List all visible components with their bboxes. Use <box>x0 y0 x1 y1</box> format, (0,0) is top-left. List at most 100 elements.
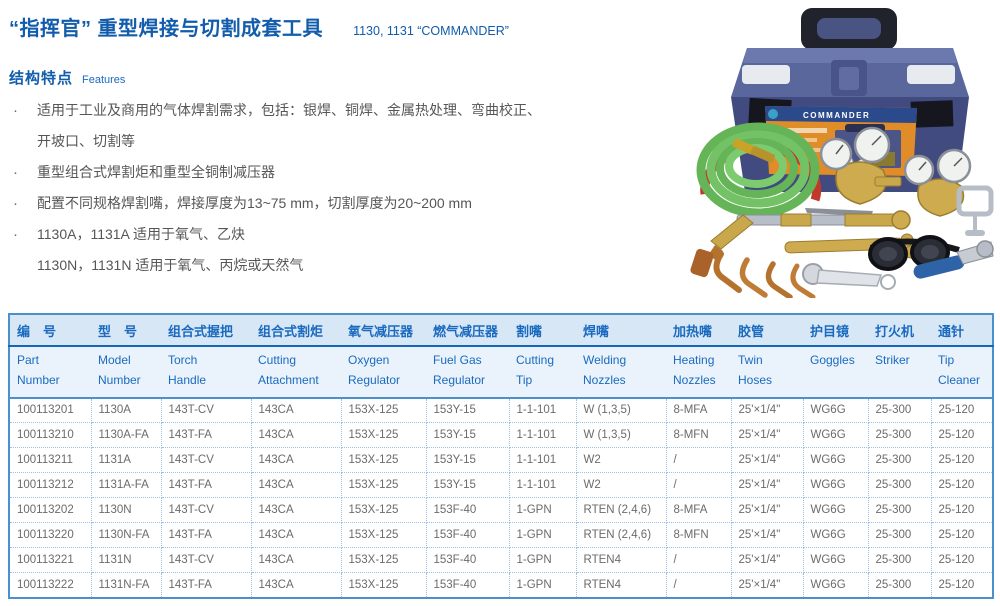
table-cell: 153F-40 <box>426 497 510 524</box>
table-cell: 100113210 <box>9 422 92 449</box>
table-cell: 25'×1/4" <box>731 497 804 524</box>
table-cell: WG6G <box>803 472 869 499</box>
table-cell: 1131N <box>91 547 162 574</box>
table-cell: 25-300 <box>868 497 932 524</box>
table-cell: 100113211 <box>9 447 92 474</box>
table-cell: WG6G <box>803 497 869 524</box>
bullet-lines: 1130A，1131A 适用于氧气、乙炔 1130N，1131N 适用于氧气、丙烷… <box>37 219 670 281</box>
table-cell: 1-GPN <box>509 522 577 549</box>
table-cell: 1130N-FA <box>91 522 162 549</box>
table-cell: 143CA <box>251 422 342 449</box>
feature-line: 开坡口、切割等 <box>37 133 135 149</box>
table-cell: / <box>666 547 732 574</box>
product-photo: COMMANDER <box>685 2 997 300</box>
column-header-zh: 组合式握把 <box>161 314 251 347</box>
hose-fittings <box>732 138 775 163</box>
page-title-model-numbers: 1130, 1131 “COMMANDER” <box>353 24 509 38</box>
column-header-zh: 割嘴 <box>509 314 576 347</box>
table-cell: 153X-125 <box>341 447 427 474</box>
column-header-zh: 氧气减压器 <box>341 314 426 347</box>
column-header-zh: 胶管 <box>731 314 803 347</box>
cutting-torch <box>709 208 911 260</box>
table-row: 100113201 1130A 143T-CV 143CA 153X-125 153Y-1… <box>9 397 993 424</box>
column-header-en: Goggles <box>803 346 868 399</box>
column-header-zh: 通针 <box>931 314 993 347</box>
table-cell: / <box>666 447 732 474</box>
column-header-zh: 编 号 <box>9 314 91 347</box>
product-photo-illustration: COMMANDER <box>690 8 994 300</box>
table-cell: RTEN4 <box>576 547 667 574</box>
table-cell: 25'×1/4" <box>731 422 804 449</box>
table-cell: 1-1-101 <box>509 422 577 449</box>
table-cell: 25'×1/4" <box>731 397 804 424</box>
spec-table: 编 号型 号组合式握把 组合式割炬 氧气减压器 燃气减压器 割嘴 焊嘴 加热嘴 胶管 护目镜 打火… <box>8 313 994 599</box>
table-cell: 100113202 <box>9 497 92 524</box>
table-cell: WG6G <box>803 547 869 574</box>
features-heading-en: Features <box>82 74 126 86</box>
table-cell: W (1,3,5) <box>576 397 667 424</box>
table-cell: 25-300 <box>868 572 932 598</box>
table-cell: 153F-40 <box>426 522 510 549</box>
table-row: 100113211 1131A 143T-CV 143CA 153X-125 153Y-1… <box>9 447 993 474</box>
column-header-en: Fuel Gas Regulator <box>426 346 509 399</box>
table-cell: 100113222 <box>9 572 92 598</box>
table-cell: 1-1-101 <box>509 397 577 424</box>
table-cell: 153X-125 <box>341 572 427 598</box>
bullet-lines: 重型组合式焊割炬和重型全铜制减压器 <box>37 157 670 188</box>
column-header-en: Cutting Attachment <box>251 346 341 399</box>
table-cell: 153X-125 <box>341 522 427 549</box>
bullet-lines: 适用于工业及商用的气体焊割需求，包括：银焊、铜焊、金属热处理、弯曲校正、 开坡口、… <box>37 95 670 157</box>
table-cell: 153X-125 <box>341 472 427 499</box>
table-cell: 153Y-15 <box>426 422 510 449</box>
column-header-zh: 燃气减压器 <box>426 314 509 347</box>
table-cell: 1130A-FA <box>91 422 162 449</box>
table-cell: W (1,3,5) <box>576 422 667 449</box>
table-row: 100113202 1130N 143T-CV 143CA 153X-125 153F-4… <box>9 497 993 524</box>
column-header-en: Striker <box>868 346 931 399</box>
table-cell: 100113201 <box>9 397 92 424</box>
table-cell: RTEN (2,4,6) <box>576 522 667 549</box>
bullet-lines: 配置不同规格焊割嘴，焊接厚度为13~75 mm，切割厚度为20~200 mm <box>37 188 670 219</box>
features-heading-zh: 结构特点 <box>9 70 74 87</box>
feature-bullet: · 重型组合式焊割炬和重型全铜制减压器 <box>10 157 670 188</box>
table-cell: 143T-CV <box>161 547 252 574</box>
table-cell: RTEN (2,4,6) <box>576 497 667 524</box>
welding-nozzles <box>690 248 816 300</box>
bullet-dot: · <box>13 226 18 243</box>
features-heading: 结构特点 Features <box>9 67 125 88</box>
table-cell: 25'×1/4" <box>731 447 804 474</box>
table-cell: 100113221 <box>9 547 92 574</box>
table-cell: 25-120 <box>931 447 993 474</box>
table-cell: 25-120 <box>931 497 993 524</box>
table-cell: 25-120 <box>931 522 993 549</box>
table-cell: W2 <box>576 447 667 474</box>
table-cell: 143T-CV <box>161 447 252 474</box>
table-cell: WG6G <box>803 397 869 424</box>
table-cell: 143CA <box>251 497 342 524</box>
table-cell: 143T-FA <box>161 422 252 449</box>
table-cell: 8-MFN <box>666 422 732 449</box>
table-cell: 1-GPN <box>509 497 577 524</box>
table-cell: 153X-125 <box>341 422 427 449</box>
column-header-en: Twin Hoses <box>731 346 803 399</box>
table-cell: WG6G <box>803 447 869 474</box>
feature-line: 1130A，1131A 适用于氧气、乙炔 <box>37 226 246 242</box>
spec-table-body: 100113201 1130A 143T-CV 143CA 153X-125 153Y-1… <box>9 397 993 598</box>
table-cell: 100113212 <box>9 472 92 499</box>
page-title: “指挥官” 重型焊接与切割成套工具 <box>9 18 324 40</box>
column-header-zh: 组合式割炬 <box>251 314 341 347</box>
column-header-zh: 护目镜 <box>803 314 868 347</box>
table-cell: 25-300 <box>868 522 932 549</box>
tip-cleaner <box>802 263 896 290</box>
table-cell: 8-MFA <box>666 397 732 424</box>
feature-bullet: · 配置不同规格焊割嘴，焊接厚度为13~75 mm，切割厚度为20~200 mm <box>10 188 670 219</box>
feature-line: 重型组合式焊割炬和重型全铜制减压器 <box>37 164 275 180</box>
table-cell: 1130A <box>91 397 162 424</box>
table-cell: 143CA <box>251 447 342 474</box>
table-cell: 1-GPN <box>509 572 577 598</box>
table-header-row-zh: 编 号型 号组合式握把 组合式割炬 氧气减压器 燃气减压器 割嘴 焊嘴 加热嘴 胶管 护目镜 打火… <box>9 314 993 347</box>
table-cell: 143CA <box>251 572 342 598</box>
column-header-en: Model Number <box>91 346 161 399</box>
page-header: “指挥官” 重型焊接与切割成套工具 1130, 1131 “COMMANDER” <box>9 12 509 41</box>
table-cell: 153Y-15 <box>426 397 510 424</box>
